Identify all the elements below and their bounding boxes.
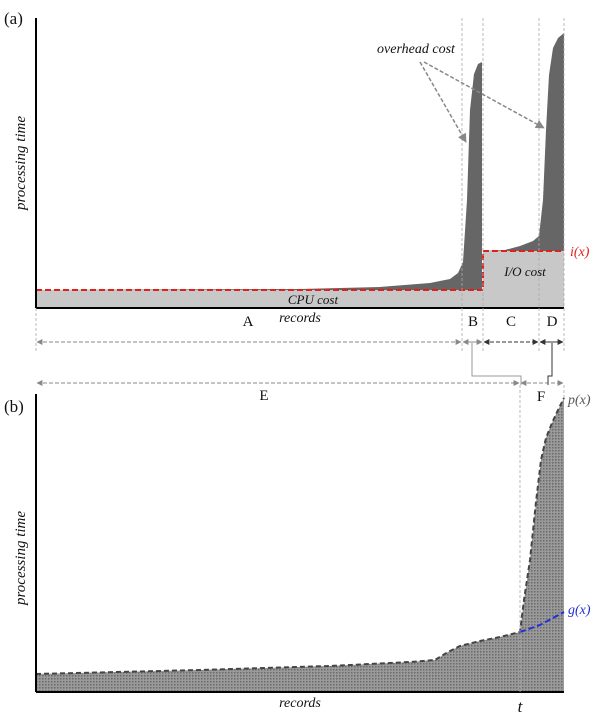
panel-b-ylabel: processing time [13,511,29,606]
panel-a: (a) processing time records CPU cost I/O… [4,9,590,352]
cpu-cost-area [36,290,564,308]
px-label: p(x) [567,393,591,408]
panel-a-xlabel: records [279,311,321,326]
panel-a-ylabel: processing time [13,116,29,211]
panel-b-tag: (b) [4,397,24,416]
connector-d-to-f [547,343,553,385]
overhead-area-2 [483,33,564,251]
px-line [35,397,565,675]
panel-a-tag: (a) [4,9,23,28]
panel-connectors [471,343,553,385]
io-cost-label: I/O cost [503,264,546,279]
panel-b-xlabel: records [279,696,321,711]
region-label-c: C [506,314,516,330]
overhead-cost-label: overhead cost [377,42,456,57]
io-cost-area [483,251,564,290]
gx-line [519,611,565,633]
region-label-a: A [243,314,254,330]
gx-label: g(x) [568,603,591,618]
overhead-arrow-1 [419,61,467,143]
overhead-arrow-2 [423,61,545,129]
ix-line [36,250,564,291]
region-label-f: F [537,389,545,405]
region-label-d: D [547,314,558,330]
ix-label: i(x) [570,245,590,260]
threshold-t-label: t [518,697,524,716]
region-label-e: E [259,388,268,404]
panel-b: (b) E F processing time records t p(x) g… [4,380,591,716]
connector-b-to-f [471,343,522,385]
cpu-cost-label: CPU cost [288,292,339,307]
region-label-b: B [468,314,478,330]
overhead-area-1 [36,62,482,290]
px-area [36,398,564,692]
